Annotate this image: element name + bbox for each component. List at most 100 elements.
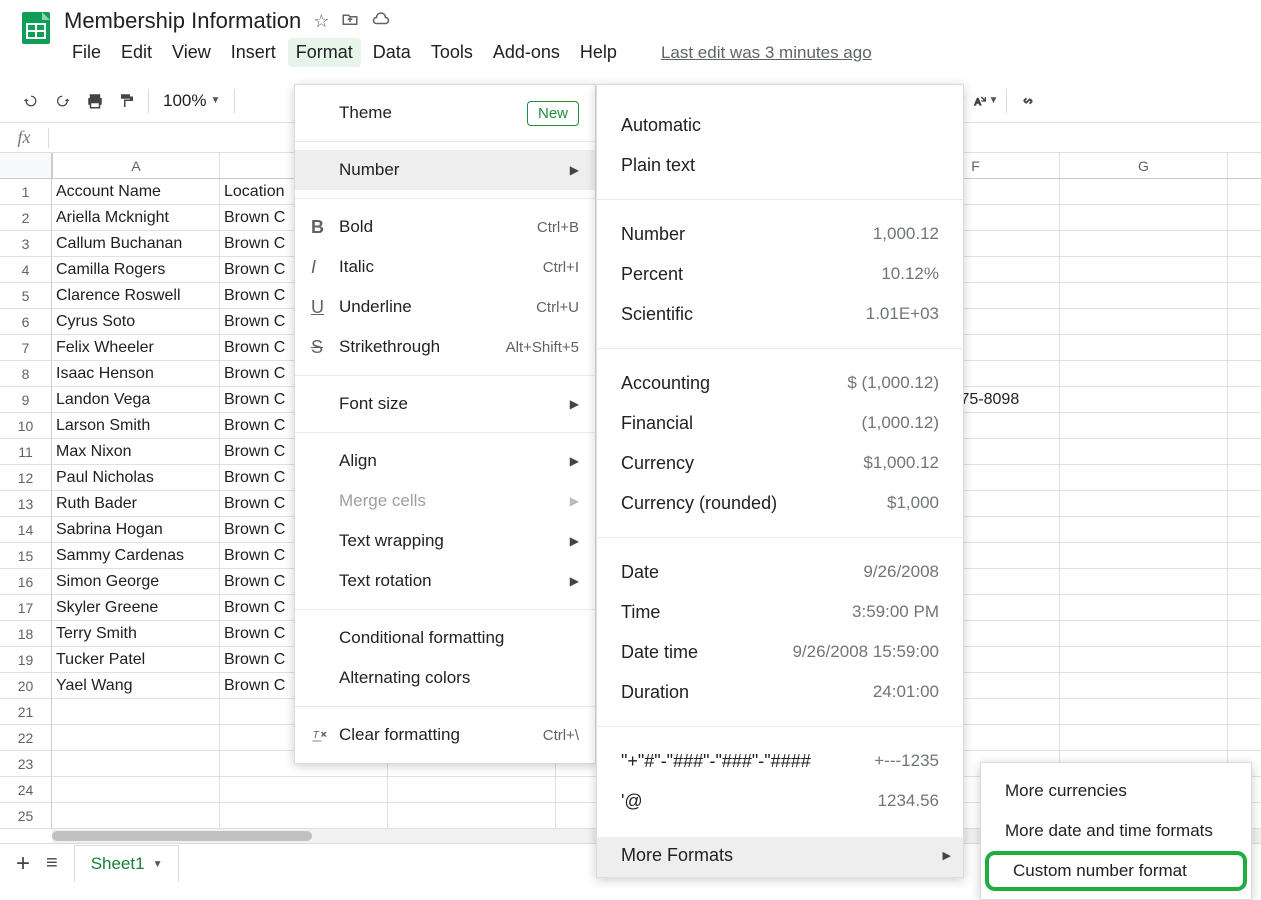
cell[interactable]: [388, 777, 556, 802]
menu-item-number[interactable]: Number▶: [295, 150, 595, 190]
row-header[interactable]: 22: [0, 725, 52, 751]
move-icon[interactable]: [341, 10, 359, 33]
cell[interactable]: Ruth Bader: [52, 491, 220, 516]
cell[interactable]: [1060, 491, 1228, 516]
cell[interactable]: [52, 699, 220, 724]
row-header[interactable]: 15: [0, 543, 52, 569]
menu-item-conditional[interactable]: Conditional formatting: [295, 618, 595, 658]
row-header[interactable]: 20: [0, 673, 52, 699]
cell[interactable]: [1060, 205, 1228, 230]
sheet-tab[interactable]: Sheet1▼: [74, 845, 180, 882]
add-sheet-button[interactable]: +: [16, 850, 30, 878]
cell[interactable]: [52, 751, 220, 776]
redo-button[interactable]: [48, 86, 78, 116]
menu-addons[interactable]: Add-ons: [485, 38, 568, 67]
zoom-dropdown[interactable]: 100%▼: [155, 91, 228, 111]
cell[interactable]: [1060, 231, 1228, 256]
menu-item-theme[interactable]: Theme New: [295, 93, 595, 133]
star-icon[interactable]: ☆: [313, 11, 329, 32]
row-header[interactable]: 13: [0, 491, 52, 517]
last-edit-link[interactable]: Last edit was 3 minutes ago: [653, 39, 880, 67]
sub-item-time[interactable]: Time3:59:00 PM: [597, 592, 963, 632]
row-header[interactable]: 9: [0, 387, 52, 413]
menu-file[interactable]: File: [64, 38, 109, 67]
cell[interactable]: [220, 803, 388, 828]
cell[interactable]: [1060, 673, 1228, 698]
cell[interactable]: Paul Nicholas: [52, 465, 220, 490]
row-header[interactable]: 3: [0, 231, 52, 257]
row-header[interactable]: 23: [0, 751, 52, 777]
menu-item-rotate[interactable]: Text rotation▶: [295, 561, 595, 601]
more-item-currencies[interactable]: More currencies: [981, 771, 1251, 811]
sub-item-custom2[interactable]: '@1234.56: [597, 781, 963, 821]
menu-item-strike[interactable]: SStrikethroughAlt+Shift+5: [295, 327, 595, 367]
sub-item-scientific[interactable]: Scientific1.01E+03: [597, 294, 963, 334]
undo-button[interactable]: [16, 86, 46, 116]
sub-item-financial[interactable]: Financial(1,000.12): [597, 403, 963, 443]
menu-item-italic[interactable]: IItalicCtrl+I: [295, 247, 595, 287]
cell[interactable]: [1060, 517, 1228, 542]
cell[interactable]: [1060, 413, 1228, 438]
cell[interactable]: Sabrina Hogan: [52, 517, 220, 542]
cell[interactable]: [1060, 387, 1228, 412]
cell[interactable]: Yael Wang: [52, 673, 220, 698]
row-header[interactable]: 8: [0, 361, 52, 387]
sub-item-more-formats[interactable]: More Formats: [597, 837, 963, 877]
cell[interactable]: Account Name: [52, 179, 220, 204]
cell[interactable]: [1060, 283, 1228, 308]
row-header[interactable]: 5: [0, 283, 52, 309]
cell[interactable]: [1060, 569, 1228, 594]
cell[interactable]: Isaac Henson: [52, 361, 220, 386]
cell[interactable]: Callum Buchanan: [52, 231, 220, 256]
cell[interactable]: Ariella Mcknight: [52, 205, 220, 230]
cell[interactable]: Larson Smith: [52, 413, 220, 438]
sub-item-plain[interactable]: Plain text: [597, 145, 963, 185]
sub-item-custom1[interactable]: "+"#"-"###"-"###"-"####+---1235: [597, 741, 963, 781]
cell[interactable]: [1060, 647, 1228, 672]
more-item-custom-number[interactable]: Custom number format: [985, 851, 1247, 891]
cell[interactable]: [52, 803, 220, 828]
sub-item-datetime[interactable]: Date time9/26/2008 15:59:00: [597, 632, 963, 672]
menu-help[interactable]: Help: [572, 38, 625, 67]
row-header[interactable]: 14: [0, 517, 52, 543]
print-button[interactable]: [80, 86, 110, 116]
paint-format-button[interactable]: [112, 86, 142, 116]
menu-item-alternating[interactable]: Alternating colors: [295, 658, 595, 698]
menu-edit[interactable]: Edit: [113, 38, 160, 67]
row-header[interactable]: 11: [0, 439, 52, 465]
sub-item-accounting[interactable]: Accounting$ (1,000.12): [597, 363, 963, 403]
cell[interactable]: Clarence Roswell: [52, 283, 220, 308]
cell[interactable]: Terry Smith: [52, 621, 220, 646]
cell[interactable]: [1060, 439, 1228, 464]
cell[interactable]: [52, 777, 220, 802]
cell[interactable]: [1060, 309, 1228, 334]
row-header[interactable]: 12: [0, 465, 52, 491]
menu-item-font-size[interactable]: Font size▶: [295, 384, 595, 424]
menu-item-underline[interactable]: UUnderlineCtrl+U: [295, 287, 595, 327]
menu-item-wrap[interactable]: Text wrapping▶: [295, 521, 595, 561]
menu-item-bold[interactable]: BBoldCtrl+B: [295, 207, 595, 247]
cell[interactable]: [1060, 595, 1228, 620]
all-sheets-button[interactable]: ≡: [46, 852, 58, 875]
row-header[interactable]: 2: [0, 205, 52, 231]
cell[interactable]: [1060, 621, 1228, 646]
cell[interactable]: Max Nixon: [52, 439, 220, 464]
sub-item-currency-rounded[interactable]: Currency (rounded)$1,000: [597, 483, 963, 523]
cell[interactable]: [1060, 699, 1228, 724]
cloud-icon[interactable]: [371, 10, 391, 33]
rotate-button[interactable]: A▼: [970, 86, 1000, 116]
row-header[interactable]: 4: [0, 257, 52, 283]
sheets-logo[interactable]: [16, 8, 56, 48]
menu-item-merge[interactable]: Merge cells▶: [295, 481, 595, 521]
column-header[interactable]: G: [1060, 153, 1228, 178]
sub-item-automatic[interactable]: Automatic: [597, 105, 963, 145]
sub-item-date[interactable]: Date9/26/2008: [597, 552, 963, 592]
cell[interactable]: [1060, 335, 1228, 360]
row-header[interactable]: 19: [0, 647, 52, 673]
menu-item-align[interactable]: Align▶: [295, 441, 595, 481]
menu-data[interactable]: Data: [365, 38, 419, 67]
menu-insert[interactable]: Insert: [223, 38, 284, 67]
row-header[interactable]: 21: [0, 699, 52, 725]
cell[interactable]: [1060, 725, 1228, 750]
column-header[interactable]: A: [52, 153, 220, 178]
